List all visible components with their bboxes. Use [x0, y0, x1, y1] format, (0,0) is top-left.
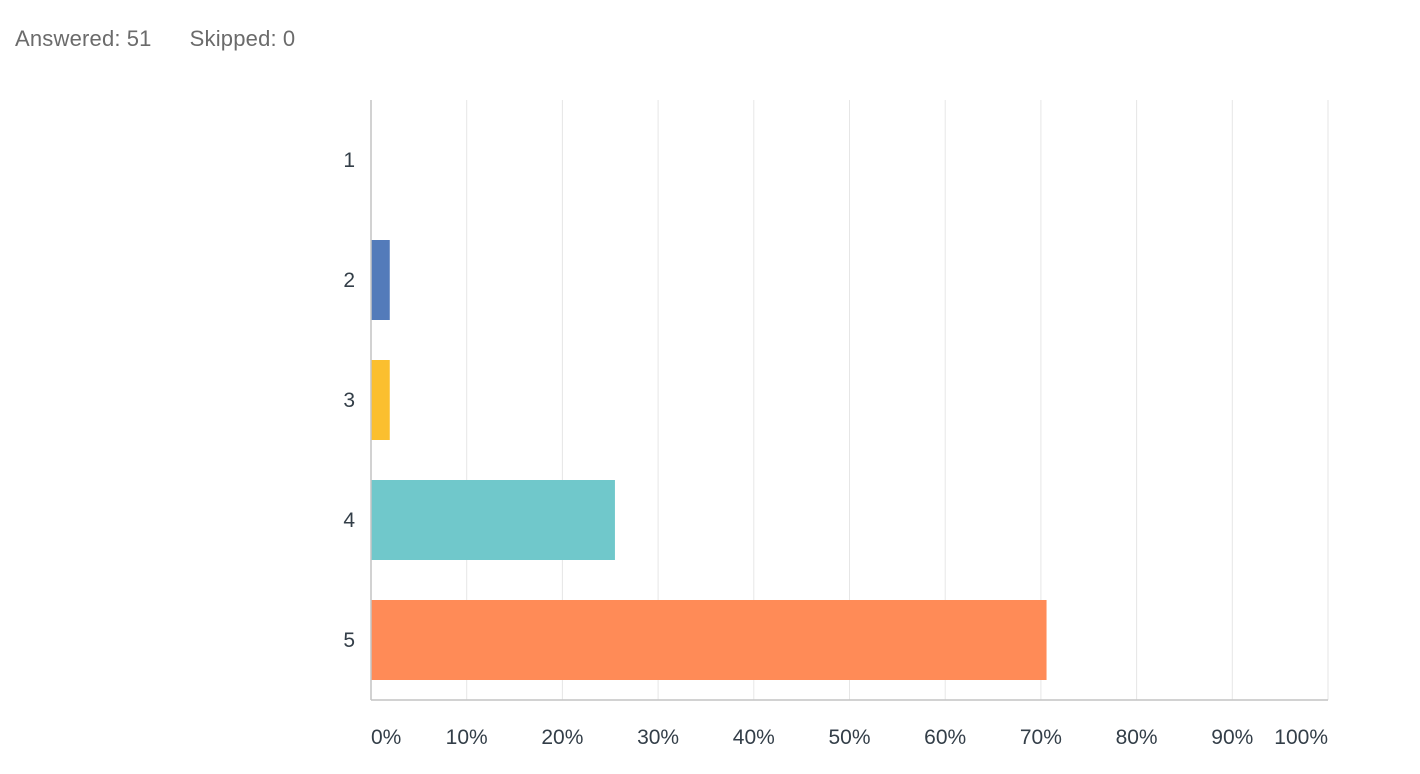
- x-tick-label-70: 70%: [1020, 726, 1062, 749]
- skipped-stat: Skipped: 0: [190, 26, 296, 52]
- bars: [371, 240, 1047, 680]
- x-tick-label-40: 40%: [733, 726, 775, 749]
- skipped-label: Skipped:: [189, 26, 277, 51]
- x-tick-label-0: 0%: [371, 726, 401, 749]
- response-summary: Answered: 51 Skipped: 0: [15, 22, 295, 56]
- category-label-4: 4: [343, 509, 355, 532]
- answered-stat: Answered: 51: [15, 26, 152, 52]
- bar-2: [371, 240, 390, 320]
- x-tick-label-30: 30%: [637, 726, 679, 749]
- category-label-3: 3: [343, 389, 355, 412]
- x-tick-label-10: 10%: [446, 726, 488, 749]
- answered-label: Answered:: [15, 26, 121, 51]
- axes: [370, 100, 1328, 701]
- x-axis-tick-labels: 0% 10% 20% 30% 40% 50% 60% 70% 80% 90% 100%: [371, 726, 1328, 749]
- answered-value: 51: [126, 26, 152, 51]
- x-tick-label-80: 80%: [1116, 726, 1158, 749]
- x-tick-label-20: 20%: [541, 726, 583, 749]
- category-labels: 1 2 3 4 5: [343, 149, 355, 652]
- category-label-1: 1: [343, 149, 355, 172]
- x-tick-label-90: 90%: [1211, 726, 1253, 749]
- bar-4: [371, 480, 615, 560]
- category-label-2: 2: [343, 269, 355, 292]
- category-label-5: 5: [343, 629, 355, 652]
- x-tick-label-50: 50%: [828, 726, 870, 749]
- skipped-value: 0: [282, 26, 296, 51]
- bar-5: [371, 600, 1047, 680]
- x-tick-label-100: 100%: [1274, 726, 1328, 749]
- bar-3: [371, 360, 390, 440]
- x-tick-label-60: 60%: [924, 726, 966, 749]
